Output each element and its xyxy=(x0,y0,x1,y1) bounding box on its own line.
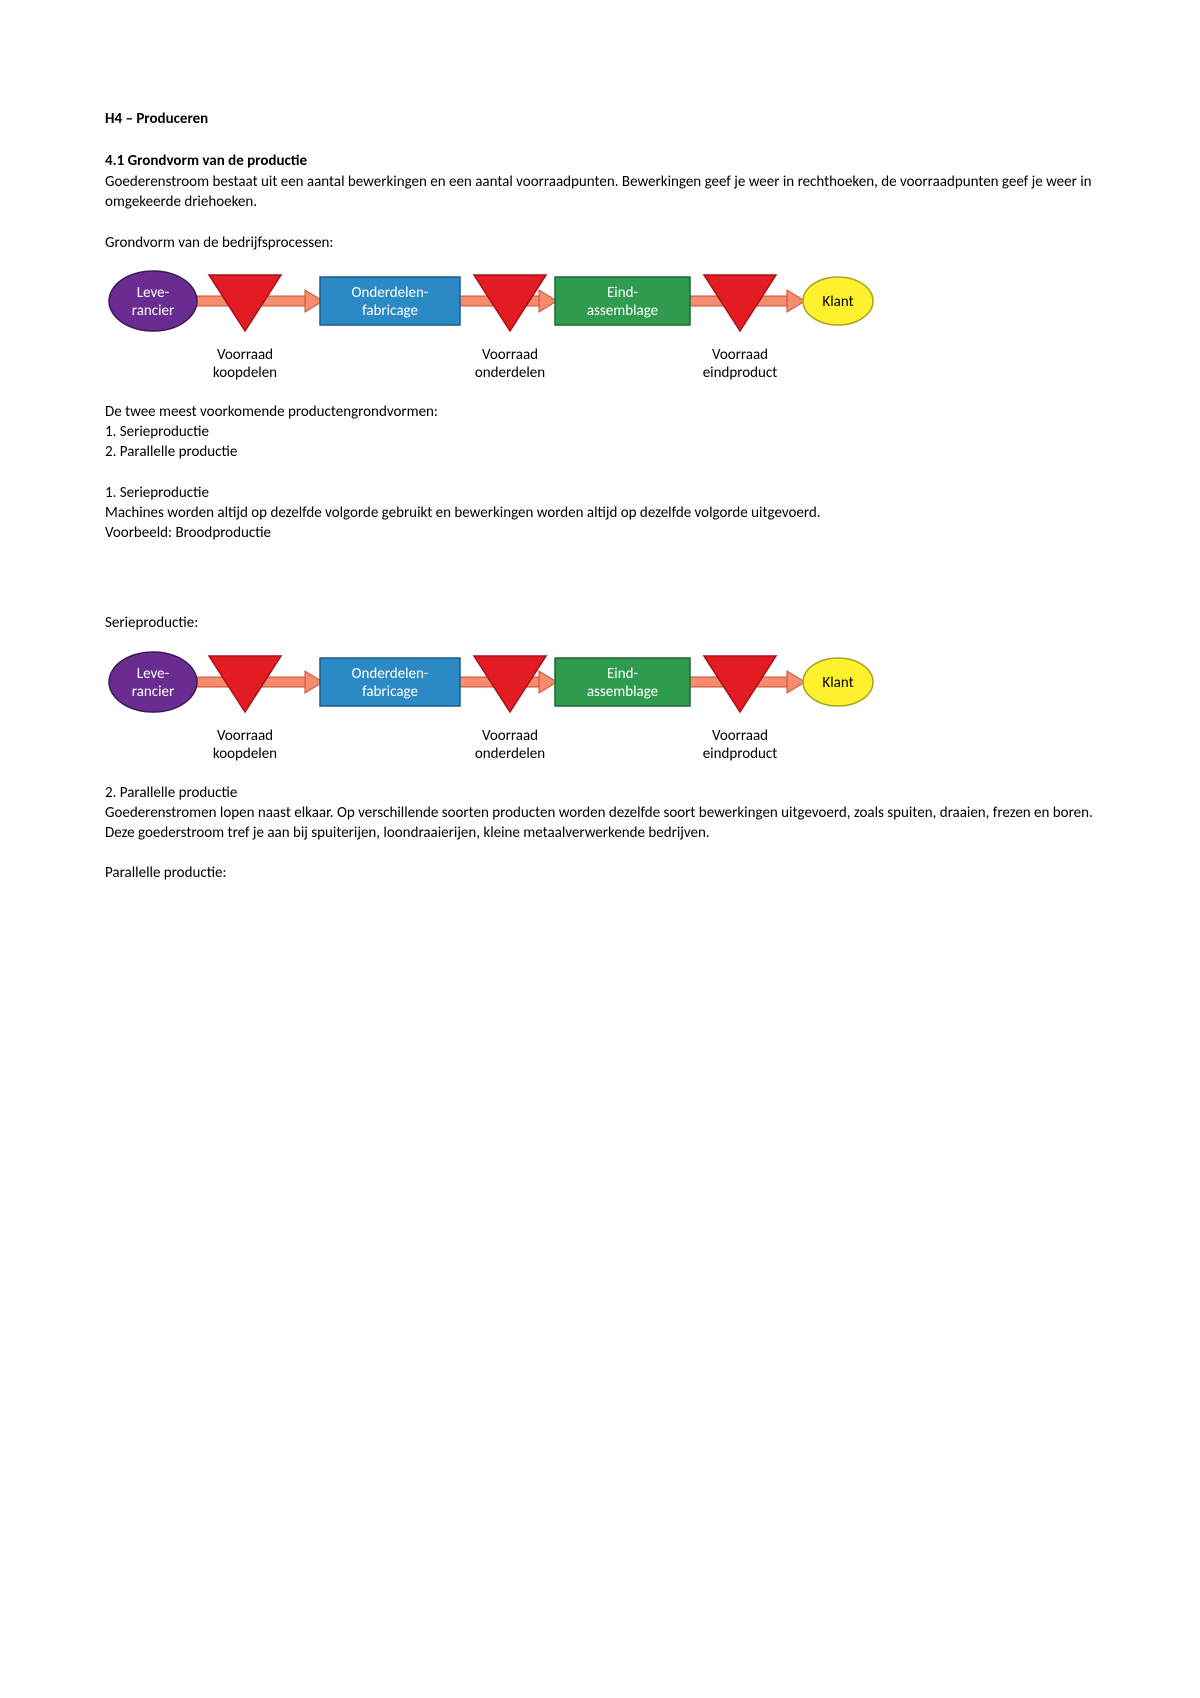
diagram-label: Serieproductie: xyxy=(105,613,1095,633)
svg-text:Eind-: Eind- xyxy=(607,284,639,302)
svg-text:fabricage: fabricage xyxy=(362,302,418,320)
svg-text:onderdelen: onderdelen xyxy=(475,745,545,763)
svg-text:eindproduct: eindproduct xyxy=(703,745,778,763)
svg-text:assemblage: assemblage xyxy=(587,683,658,701)
paragraph: Machines worden altijd op dezelfde volgo… xyxy=(105,503,1095,523)
svg-text:eindproduct: eindproduct xyxy=(703,364,778,382)
svg-text:Voorraad: Voorraad xyxy=(712,727,768,745)
process-flow-diagram: VoorraadkoopdelenVoorraadonderdelenVoorr… xyxy=(105,642,1095,777)
section-heading: 4.1 Grondvorm van de productie xyxy=(105,152,1095,170)
process-flow-diagram: VoorraadkoopdelenVoorraadonderdelenVoorr… xyxy=(105,261,1095,396)
paragraph: Goederenstromen lopen naast elkaar. Op v… xyxy=(105,803,1095,844)
page: H4 – Produceren 4.1 Grondvorm van de pro… xyxy=(0,0,1200,1698)
paragraph: Goederenstroom bestaat uit een aantal be… xyxy=(105,172,1095,213)
list-item: 1. Serieproductie xyxy=(105,422,1095,442)
subheading: 2. Parallelle productie xyxy=(105,783,1095,803)
svg-text:koopdelen: koopdelen xyxy=(213,364,277,382)
paragraph: Grondvorm van de bedrijfsprocessen: xyxy=(105,233,1095,253)
page-title: H4 – Produceren xyxy=(105,110,1095,128)
svg-text:rancier: rancier xyxy=(132,683,174,701)
svg-text:Voorraad: Voorraad xyxy=(217,727,273,745)
svg-text:Onderdelen-: Onderdelen- xyxy=(352,665,429,683)
svg-text:Leve-: Leve- xyxy=(137,665,170,683)
svg-text:Klant: Klant xyxy=(822,293,853,311)
subheading: 1. Serieproductie xyxy=(105,483,1095,503)
flow-diagram-svg: VoorraadkoopdelenVoorraadonderdelenVoorr… xyxy=(105,261,875,391)
svg-text:Voorraad: Voorraad xyxy=(217,346,273,364)
svg-text:fabricage: fabricage xyxy=(362,683,418,701)
paragraph: De twee meest voorkomende productengrond… xyxy=(105,402,1095,422)
svg-text:Voorraad: Voorraad xyxy=(482,346,538,364)
svg-text:Onderdelen-: Onderdelen- xyxy=(352,284,429,302)
svg-text:Voorraad: Voorraad xyxy=(482,727,538,745)
svg-text:Klant: Klant xyxy=(822,674,853,692)
svg-text:Voorraad: Voorraad xyxy=(712,346,768,364)
svg-text:Eind-: Eind- xyxy=(607,665,639,683)
svg-text:assemblage: assemblage xyxy=(587,302,658,320)
svg-text:Leve-: Leve- xyxy=(137,284,170,302)
svg-text:rancier: rancier xyxy=(132,302,174,320)
paragraph: Voorbeeld: Broodproductie xyxy=(105,523,1095,543)
list-item: 2. Parallelle productie xyxy=(105,442,1095,462)
svg-text:onderdelen: onderdelen xyxy=(475,364,545,382)
svg-text:koopdelen: koopdelen xyxy=(213,745,277,763)
diagram-label: Parallelle productie: xyxy=(105,863,1095,883)
flow-diagram-svg: VoorraadkoopdelenVoorraadonderdelenVoorr… xyxy=(105,642,875,772)
